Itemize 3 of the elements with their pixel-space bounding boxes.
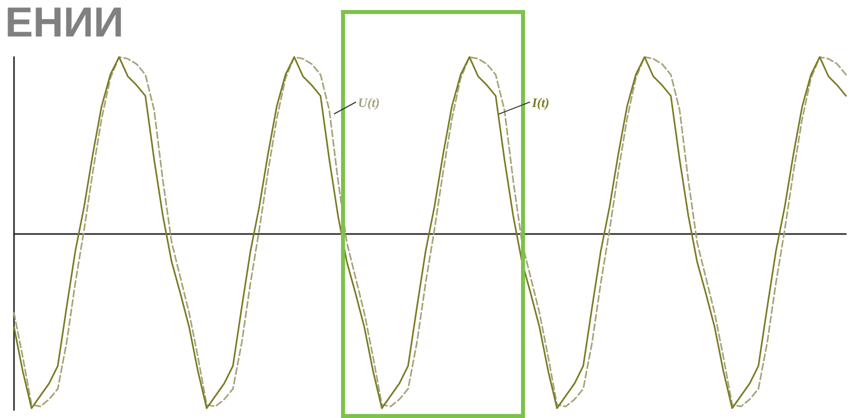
chart-title: ЕНИИ	[5, 0, 124, 46]
text: I(t)	[531, 95, 550, 110]
text: U(t)	[358, 95, 380, 110]
